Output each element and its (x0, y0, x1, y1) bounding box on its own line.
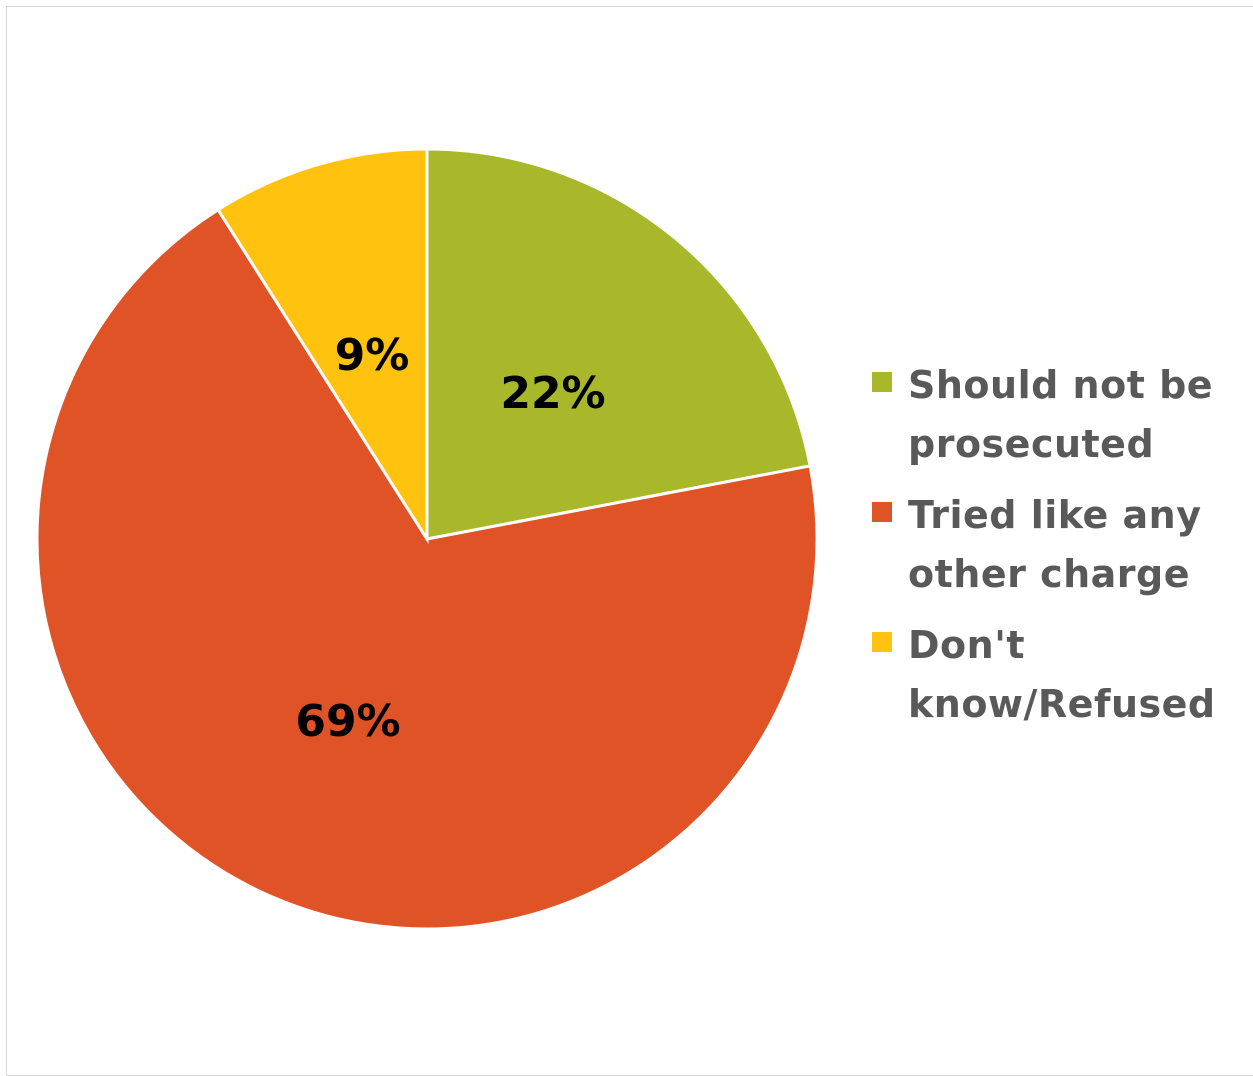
pie-slice-tried-like-any-other-charge (35, 207, 819, 931)
data-label: 69% (295, 696, 400, 747)
pie-slices (35, 147, 819, 931)
legend-item-dont-know-refused: Don't know/Refused (868, 616, 1248, 734)
legend-swatch (872, 372, 892, 392)
legend-swatch (872, 632, 892, 652)
legend-swatch (872, 502, 892, 522)
data-label: 22% (500, 368, 605, 419)
pie-slice-should-not-be-prosecuted (425, 147, 812, 541)
legend-label: Should not be prosecuted (908, 363, 1214, 466)
legend-item-tried-like-any-other-charge: Tried like any other charge (868, 486, 1248, 604)
pie-data-labels: 22% 69% 9% (295, 330, 605, 747)
legend-label: Don't know/Refused (908, 623, 1216, 726)
chart-legend: Should not be prosecuted Tried like any … (868, 356, 1248, 746)
data-label: 9% (335, 330, 410, 381)
pie-slice-don-t-know-refused (215, 147, 429, 545)
legend-label: Tried like any other charge (908, 493, 1202, 596)
legend-item-should-not-be-prosecuted: Should not be prosecuted (868, 356, 1248, 474)
